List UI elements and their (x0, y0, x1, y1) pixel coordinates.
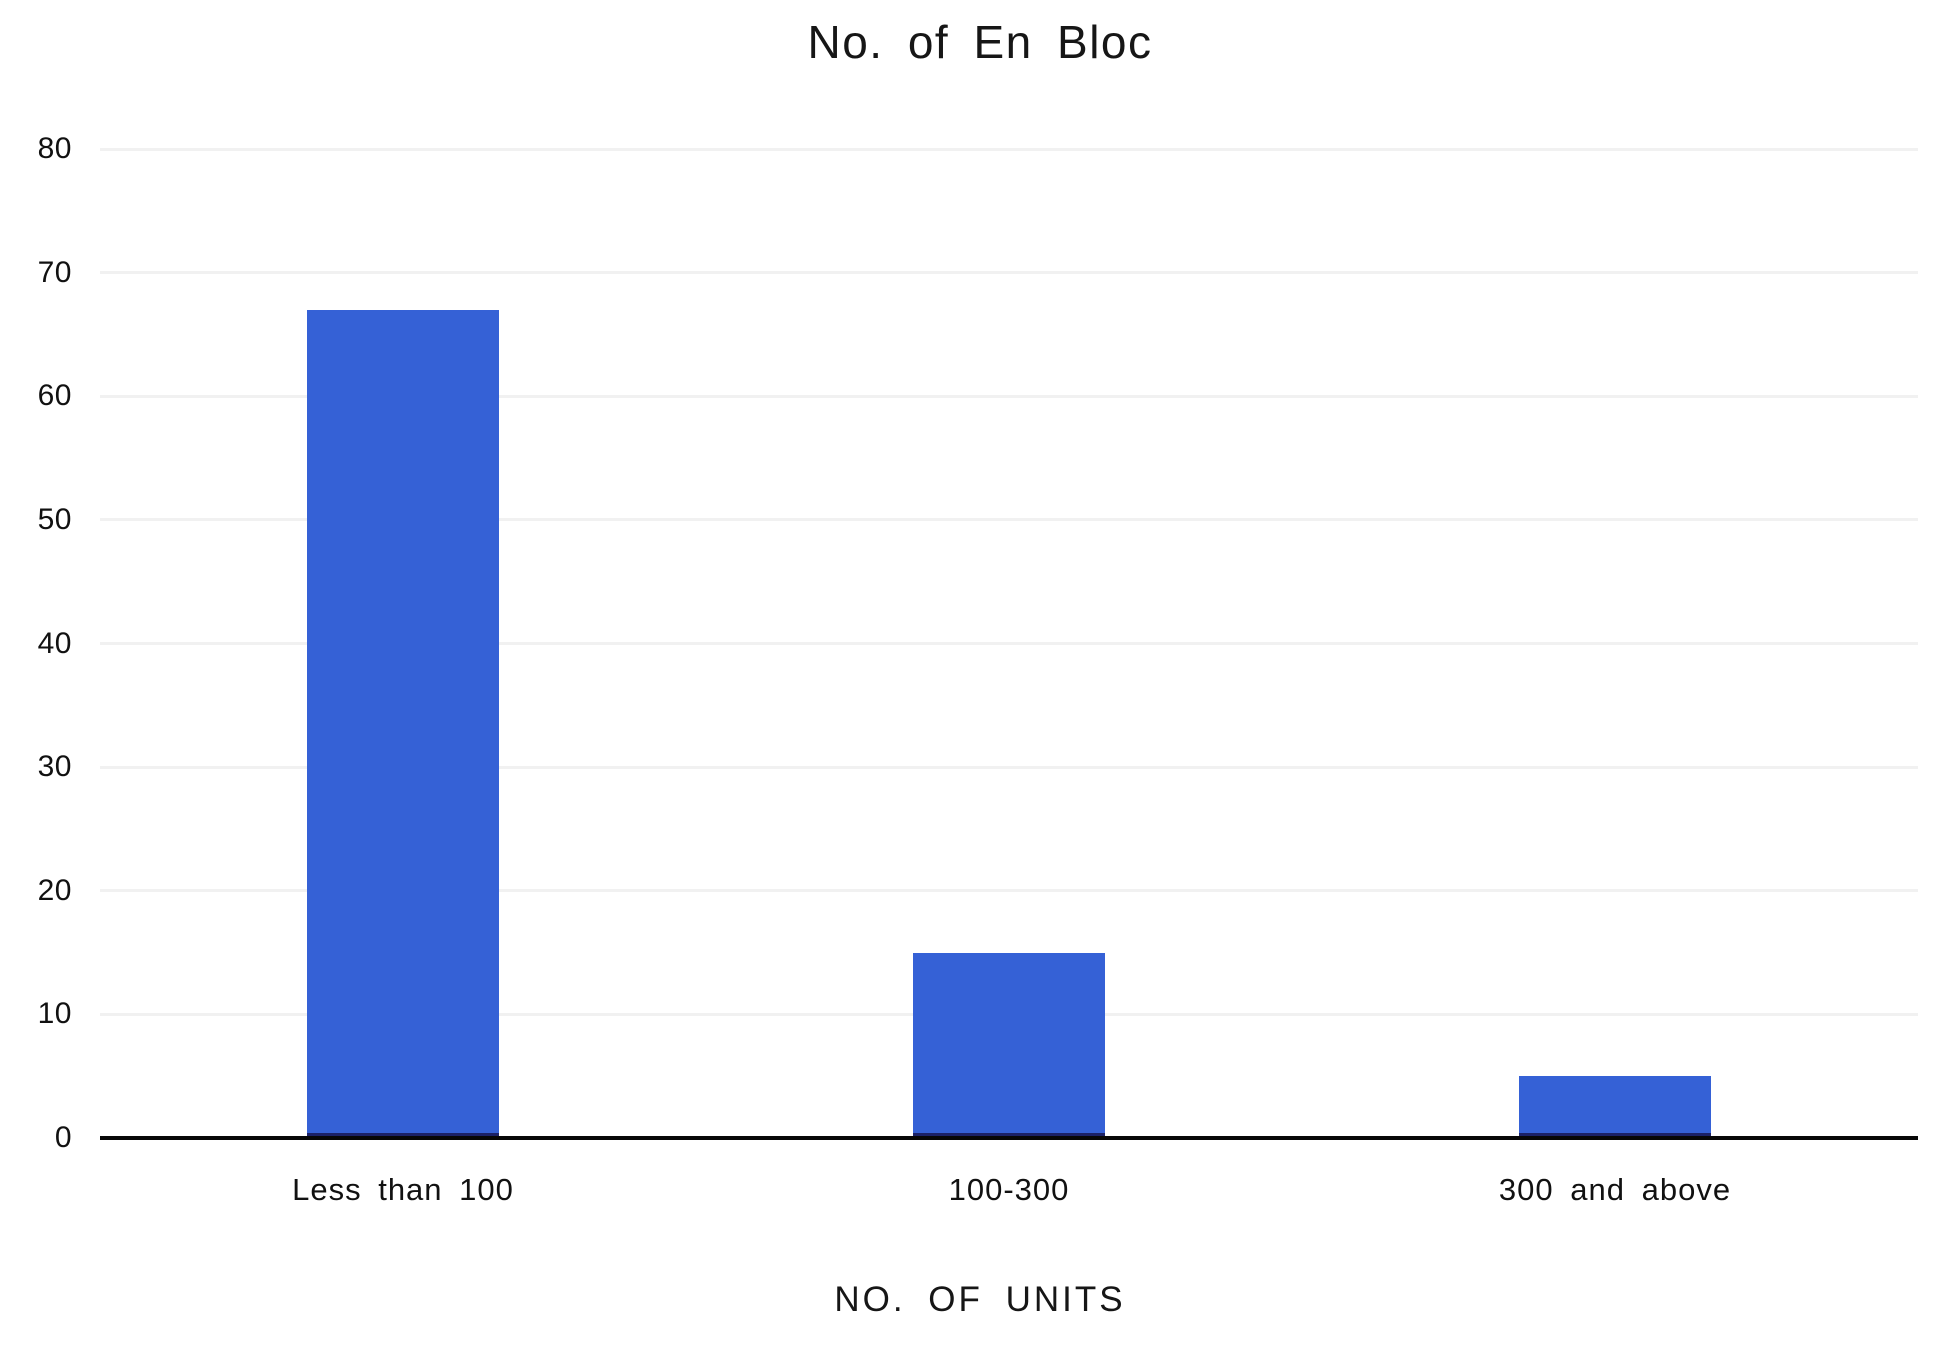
bar-100-300 (913, 952, 1105, 1138)
y-tick-label-0: 0 (54, 1121, 72, 1154)
gridline-60 (100, 394, 1918, 398)
gridline-30 (100, 765, 1918, 769)
y-tick-label-10: 10 (37, 997, 72, 1031)
gridline-50 (100, 518, 1918, 522)
x-axis-title: NO. OF UNITS (834, 1280, 1126, 1319)
bar-less-than-100 (307, 309, 499, 1138)
gridline-40 (100, 642, 1918, 645)
y-tick-label-30: 30 (37, 750, 72, 784)
x-category-label-3: 300 and above (1498, 1172, 1732, 1207)
gridline-80 (100, 147, 1918, 151)
gridline-20 (100, 889, 1918, 893)
bar-300-and-above (1519, 1076, 1711, 1138)
x-axis-line (100, 1136, 1918, 1140)
y-tick-label-80: 80 (37, 132, 72, 165)
x-category-label-2: 100-300 (948, 1172, 1070, 1207)
gridline-70 (100, 271, 1918, 275)
y-tick-label-70: 70 (37, 255, 72, 289)
y-tick-label-50: 50 (37, 502, 72, 536)
x-category-label-1: Less than 100 (292, 1172, 514, 1207)
y-tick-label-20: 20 (37, 873, 72, 907)
chart-title: No. of En Bloc (807, 16, 1153, 68)
y-tick-label-40: 40 (37, 626, 72, 660)
y-tick-label-60: 60 (37, 379, 72, 413)
